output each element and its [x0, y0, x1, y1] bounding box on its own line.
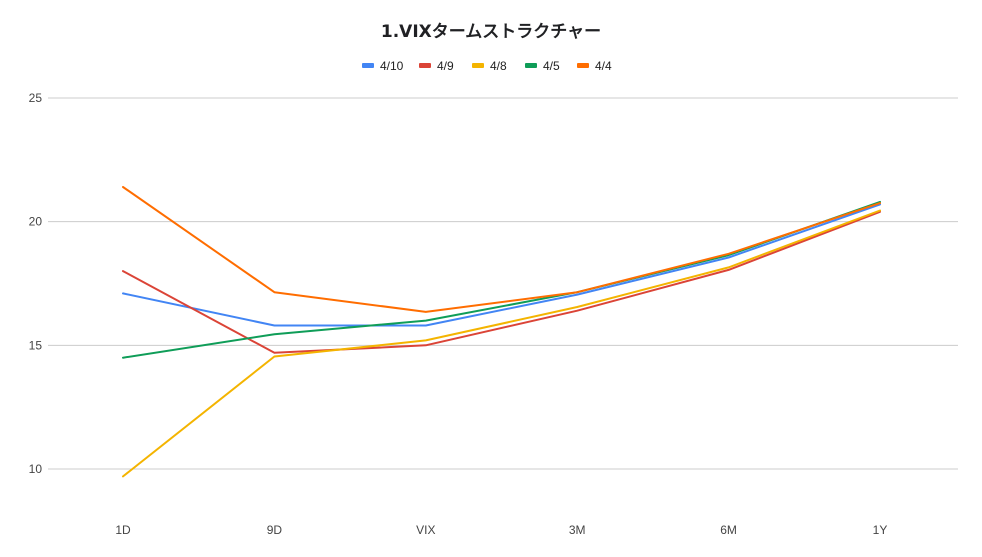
legend-swatch: [472, 63, 484, 68]
legend-label: 4/10: [380, 59, 404, 73]
series-lines: [122, 186, 881, 478]
legend-swatch: [525, 63, 537, 68]
x-tick-label: 3M: [569, 523, 586, 537]
legend-label: 4/4: [595, 59, 612, 73]
y-tick-label: 15: [29, 338, 43, 352]
y-tick-label: 20: [29, 215, 43, 229]
x-tick-label: 1D: [115, 523, 131, 537]
x-axis-tick-labels: 1D 9D VIX 3M 6M 1Y: [115, 523, 887, 537]
series-line-4-4[interactable]: [122, 186, 881, 313]
y-axis-tick-labels: 10 15 20 25: [29, 91, 43, 476]
y-tick-label: 25: [29, 91, 43, 105]
series-line-4-9[interactable]: [122, 210, 881, 354]
legend-label: 4/8: [490, 59, 507, 73]
x-tick-label: 9D: [267, 523, 283, 537]
legend-item[interactable]: 4/5: [525, 59, 560, 73]
y-tick-label: 10: [29, 462, 43, 476]
series-line-4-10[interactable]: [122, 203, 881, 327]
series-line-4-8[interactable]: [122, 209, 881, 478]
legend-swatch: [362, 63, 374, 68]
legend-label: 4/5: [543, 59, 560, 73]
legend-label: 4/9: [437, 59, 454, 73]
chart-title: 1.VIXタームストラクチャー: [381, 22, 601, 42]
legend-item[interactable]: 4/10: [362, 59, 404, 73]
legend-item[interactable]: 4/8: [472, 59, 507, 73]
legend: 4/10 4/9 4/8 4/5 4/4: [362, 59, 612, 73]
legend-swatch: [419, 63, 431, 68]
legend-swatch: [577, 63, 589, 68]
legend-item[interactable]: 4/4: [577, 59, 612, 73]
legend-item[interactable]: 4/9: [419, 59, 454, 73]
x-tick-label: VIX: [416, 523, 435, 537]
x-tick-label: 1Y: [873, 523, 888, 537]
x-tick-label: 6M: [720, 523, 737, 537]
